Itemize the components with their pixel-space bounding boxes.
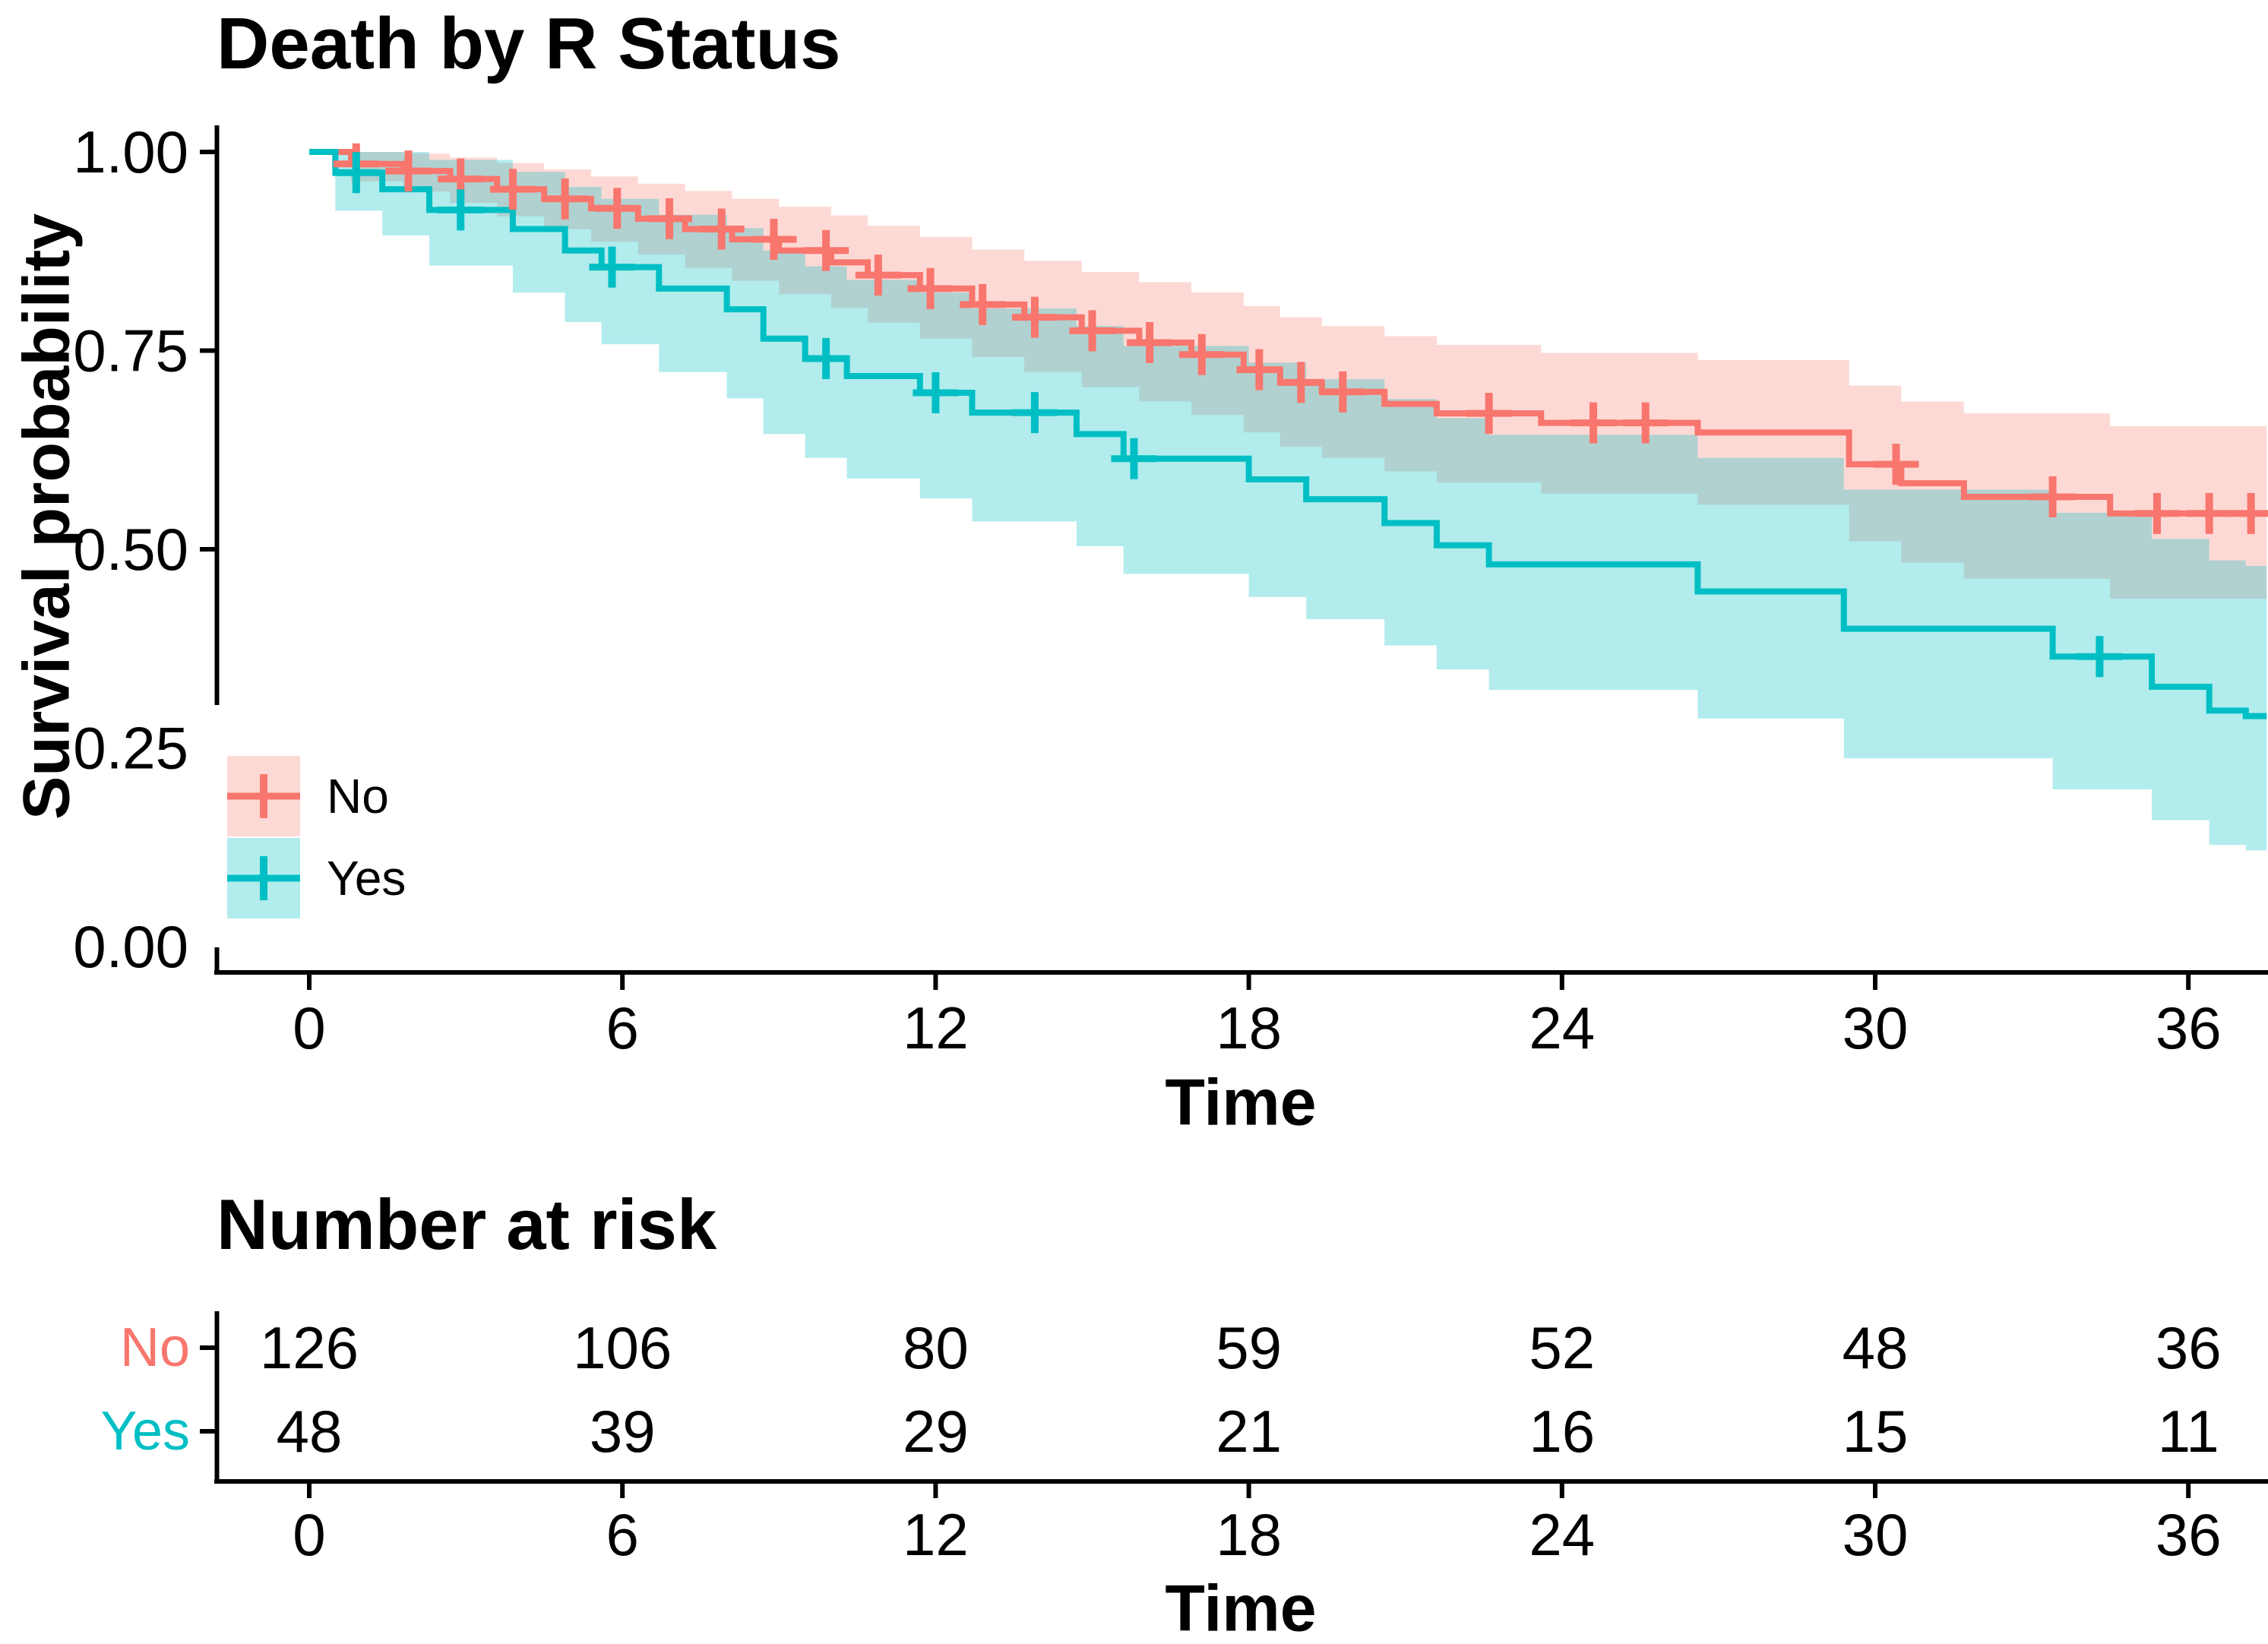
y-tick-label: 0.25 (73, 715, 188, 782)
risk-count: 39 (590, 1398, 656, 1465)
main-axes: 1.00 0.75 0.50 0.25 0.00 0 6 12 18 24 30 36 (73, 119, 2268, 1061)
risk-count: 29 (903, 1398, 969, 1465)
risk-count: 126 (260, 1314, 359, 1381)
chart-title: Death by R Status (217, 3, 841, 84)
table-x-tick-label: 36 (2156, 1501, 2222, 1568)
x-tick-label: 36 (2156, 994, 2222, 1061)
confidence-band-no (309, 152, 2267, 599)
confidence-band-yes (309, 152, 2267, 851)
censor-plus-icon (227, 756, 300, 836)
risk-count: 15 (1843, 1398, 1909, 1465)
risk-count: 16 (1529, 1398, 1595, 1465)
x-axis-label-main: Time (1165, 1066, 1317, 1140)
censor-marks-no (333, 143, 2268, 534)
risk-table-title: Number at risk (217, 1184, 717, 1264)
censor-plus-icon (227, 838, 300, 918)
legend-label-no: No (327, 769, 389, 824)
risk-count: 48 (277, 1398, 343, 1465)
risk-row-label-yes: Yes (100, 1401, 190, 1462)
risk-count: 21 (1216, 1398, 1282, 1465)
table-x-tick-label: 30 (1843, 1501, 1909, 1568)
table-x-tick-label: 6 (606, 1501, 639, 1568)
table-x-tick-label: 18 (1216, 1501, 1282, 1568)
legend-label-yes: Yes (327, 851, 406, 906)
x-tick-label: 24 (1529, 994, 1595, 1061)
risk-count: 48 (1843, 1314, 1909, 1381)
table-x-tick-label: 24 (1529, 1501, 1595, 1568)
table-x-tick-label: 0 (293, 1501, 325, 1568)
y-tick-label: 1.00 (73, 119, 188, 185)
x-tick-label: 18 (1216, 994, 1282, 1061)
y-tick-label: 0.00 (73, 913, 188, 980)
y-tick-label: 0.75 (73, 318, 188, 384)
y-tick-label: 0.50 (73, 516, 188, 583)
risk-count: 106 (573, 1314, 672, 1381)
censor-marks-yes (333, 152, 2123, 678)
legend-swatch-yes (227, 838, 300, 918)
risk-count: 36 (2156, 1314, 2222, 1381)
risk-count: 52 (1529, 1314, 1595, 1381)
risk-count: 11 (2158, 1398, 2219, 1465)
risk-table: 0 6 12 18 24 30 36 126 106 80 59 52 48 36 48 39 29 21 16 15… (200, 1311, 2268, 1568)
x-tick-label: 12 (903, 994, 969, 1061)
x-tick-label: 0 (293, 994, 325, 1061)
risk-count: 80 (903, 1314, 969, 1381)
legend-swatch-no (227, 756, 300, 836)
x-tick-label: 30 (1843, 994, 1909, 1061)
x-tick-label: 6 (606, 994, 639, 1061)
table-x-tick-label: 12 (903, 1501, 969, 1568)
x-axis-label-table: Time (1165, 1572, 1317, 1644)
y-axis-label: Survival probability (10, 213, 84, 820)
risk-row-label-no: No (119, 1317, 190, 1378)
risk-count: 59 (1216, 1314, 1282, 1381)
